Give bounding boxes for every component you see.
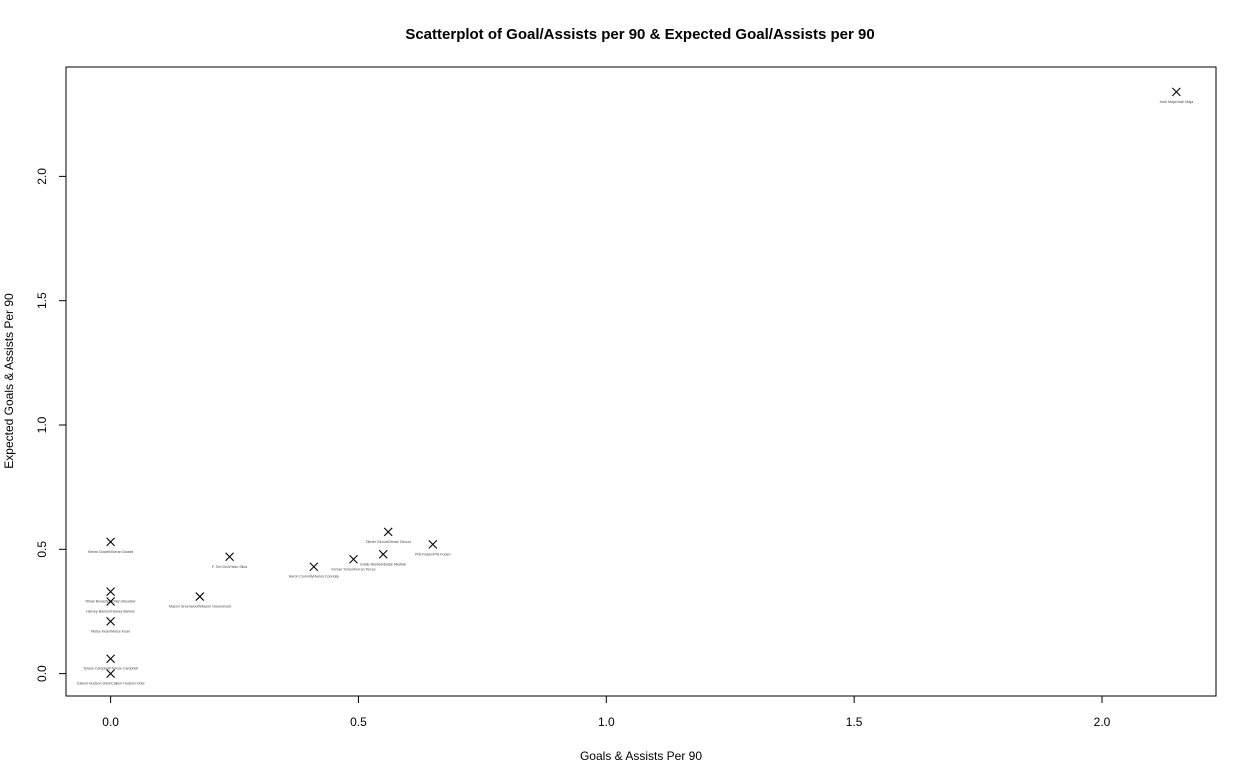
x-marker-stroke [309, 562, 319, 572]
data-point: Phil Foden\Phil Foden [415, 539, 450, 556]
x-marker-stroke [106, 587, 116, 596]
x-marker-stroke [225, 552, 234, 562]
data-point: Moise Kean\Moise Kean [91, 617, 130, 633]
point-label: Harvey Barnes\Harvey Barnes [86, 610, 135, 614]
x-tick-label: 1.0 [598, 715, 615, 729]
plot-frame [65, 66, 1217, 697]
y-tick-label: 0.0 [35, 665, 49, 682]
y-tick-label: 1.5 [35, 292, 49, 309]
data-point: Mason Greenwood\Mason Greenwood [169, 592, 231, 609]
data-point: Harvey Barnes\Harvey Barnes [86, 597, 135, 614]
point-label: Aaron Connolly\Aaron Connolly [289, 575, 339, 579]
y-axis-label: Expected Goals & Assists Per 90 [2, 293, 16, 469]
data-point: Callum Hudson-Odoi\Callum Hudson-Odoi [77, 669, 145, 686]
x-axis: 0.0 0.5 1.0 1.5 2.0 [102, 696, 1111, 729]
x-marker-stroke [1171, 87, 1181, 97]
x-marker-stroke [106, 617, 116, 626]
x-marker-stroke [106, 669, 116, 679]
data-point: F. Ten Dru\Fabio Silva [212, 552, 247, 569]
x-tick-label: 0.0 [102, 715, 119, 729]
x-marker-stroke [428, 539, 438, 549]
point-label: F. Ten Dru\Fabio Silva [212, 565, 247, 569]
data-point: Ferran Torres\Ferran Torres [331, 554, 376, 571]
point-label: Olivier Giroud\Olivier Giroud [366, 540, 411, 544]
point-label: Callum Hudson-Odoi\Callum Hudson-Odoi [77, 682, 145, 686]
point-label: Tyrese Campbell\Tyrese Campbell [83, 667, 138, 671]
data-point: Olivier Giroud\Olivier Giroud [366, 527, 411, 544]
chart-title: Scatterplot of Goal/Assists per 90 & Exp… [405, 26, 874, 43]
data-point: Aaron Connolly\Aaron Connolly [289, 562, 339, 579]
x-marker-stroke [106, 537, 116, 547]
x-marker-stroke [349, 554, 358, 564]
data-point: Tyrese Campbell\Tyrese Campbell [83, 654, 138, 671]
x-tick-label: 2.0 [1094, 715, 1111, 729]
point-label: Josh Maja\Josh Maja [1159, 100, 1193, 104]
x-marker-stroke [106, 597, 116, 606]
x-axis-label: Goals & Assists Per 90 [580, 749, 702, 763]
x-marker-stroke [383, 527, 393, 537]
data-point: Josh Maja\Josh Maja [1159, 87, 1193, 104]
data-point: Kieran Dowell\Kieran Dowell [88, 537, 134, 554]
x-marker-stroke [378, 549, 388, 559]
point-label: Kieran Dowell\Kieran Dowell [88, 550, 134, 554]
y-tick-label: 0.5 [35, 541, 49, 558]
point-label: Phil Foden\Phil Foden [415, 552, 450, 556]
point-label: Moise Kean\Moise Kean [91, 629, 130, 633]
x-tick-label: 1.5 [846, 715, 863, 729]
data-point: Eddie Nketiah\Eddie Nketiah [360, 549, 406, 566]
data-points: Josh Maja\Josh Maja Kieran Dowell\Kieran … [77, 87, 1193, 686]
y-axis: 0.0 0.5 1.0 1.5 2.0 [35, 168, 66, 682]
point-label: Ferran Torres\Ferran Torres [331, 567, 375, 571]
y-tick-label: 1.0 [35, 416, 49, 433]
y-tick-label: 2.0 [35, 168, 49, 185]
x-tick-label: 0.5 [350, 715, 367, 729]
point-label: Eddie Nketiah\Eddie Nketiah [360, 562, 406, 566]
x-marker-stroke [106, 654, 116, 664]
point-label: Mason Greenwood\Mason Greenwood [169, 605, 231, 609]
x-marker-stroke [195, 592, 205, 601]
